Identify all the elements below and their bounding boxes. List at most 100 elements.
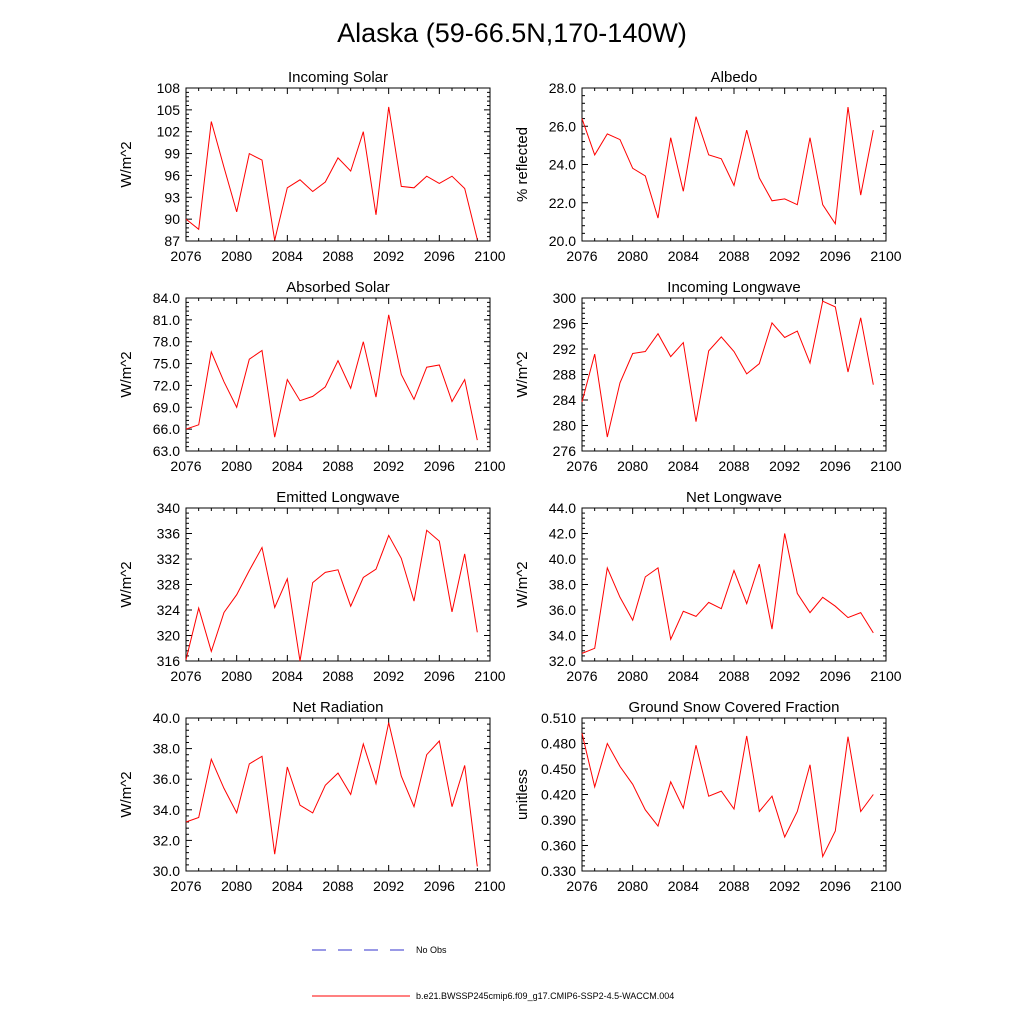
y-tick-label: 0.390 [541,812,576,828]
x-tick-label: 2092 [373,878,404,894]
y-axis-label: W/m^2 [118,771,135,817]
x-tick-label: 2084 [272,668,303,684]
y-tick-label: 34.0 [549,628,576,644]
y-axis-label: W/m^2 [118,141,135,187]
x-tick-label: 2088 [322,248,353,264]
y-tick-label: 328 [157,577,181,593]
y-tick-label: 84.0 [153,290,180,306]
y-tick-label: 78.0 [153,334,180,350]
y-tick-label: 40.0 [549,551,576,567]
x-tick-label: 2096 [424,458,455,474]
legend: No Obs b.e21.BWSSP245cmip6.f09_g17.CMIP6-… [312,945,674,1001]
x-tick-label: 2076 [170,458,201,474]
panel-5: 2076 2080 2084 2088 2092 2096 2100 316 320 324 328… [118,489,506,684]
plot-frame [185,297,491,452]
y-tick-label: 0.360 [541,838,576,854]
panel-1: 2076 2080 2084 2088 2092 2096 2100 87 90 93 96 99 10… [118,69,506,264]
x-tick-label: 2096 [820,458,851,474]
x-tick-label: 2080 [221,458,252,474]
y-tick-label: 108 [157,80,181,96]
y-tick-label: 22.0 [549,195,576,211]
plot-frame [185,507,491,662]
series-line [581,107,874,226]
y-tick-label: 75.0 [153,356,180,372]
plot-frame [581,507,887,662]
x-tick-label: 2096 [820,878,851,894]
series-line [185,314,478,441]
x-tick-label: 2092 [769,878,800,894]
y-axis-label: W/m^2 [514,561,531,607]
x-tick-label: 2080 [617,878,648,894]
y-tick-label: 276 [553,443,577,459]
y-tick-label: 66.0 [153,421,180,437]
panel-7: 2076 2080 2084 2088 2092 2096 2100 30.0 32.0 34.0… [118,699,506,894]
series-line [581,300,874,438]
x-tick-label: 2076 [566,668,597,684]
series-line [185,529,478,662]
panel-4: 2076 2080 2084 2088 2092 2096 2100 276 280 284 288… [514,279,902,474]
x-tick-label: 2100 [870,878,901,894]
x-tick-label: 2088 [718,248,749,264]
x-tick-label: 2084 [668,458,699,474]
y-tick-label: 0.420 [541,787,576,803]
y-tick-label: 0.510 [541,710,576,726]
x-tick-label: 2084 [668,668,699,684]
y-tick-label: 316 [157,653,181,669]
x-tick-label: 2084 [668,248,699,264]
y-tick-label: 340 [157,500,181,516]
x-tick-label: 2080 [617,248,648,264]
y-axis-label: W/m^2 [514,351,531,397]
panel-6: 2076 2080 2084 2088 2092 2096 2100 32.0 34.0 36.0… [514,489,902,684]
y-tick-label: 296 [553,316,577,332]
figure-title: Alaska (59-66.5N,170-140W) [337,18,687,48]
x-tick-label: 2080 [221,878,252,894]
y-tick-label: 40.0 [153,710,180,726]
x-tick-label: 2092 [769,668,800,684]
x-tick-label: 2076 [566,458,597,474]
x-tick-label: 2100 [870,668,901,684]
x-tick-label: 2100 [474,878,505,894]
series-line [581,733,874,859]
y-tick-label: 81.0 [153,312,180,328]
x-tick-label: 2096 [424,248,455,264]
panel-title: Emitted Longwave [276,489,399,506]
legend-label: b.e21.BWSSP245cmip6.f09_g17.CMIP6-SSP2-4… [416,991,674,1001]
x-tick-label: 2100 [870,248,901,264]
x-tick-label: 2084 [272,458,303,474]
y-tick-label: 320 [157,628,181,644]
y-tick-label: 300 [553,290,577,306]
panel-title: Ground Snow Covered Fraction [629,699,840,716]
legend-label: No Obs [416,945,447,955]
x-tick-label: 2096 [424,878,455,894]
panels: 2076 2080 2084 2088 2092 2096 2100 87 90 93 96 99 10… [118,69,902,894]
x-tick-label: 2096 [424,668,455,684]
x-tick-label: 2092 [373,248,404,264]
y-tick-label: 32.0 [549,653,576,669]
x-tick-label: 2076 [566,248,597,264]
x-tick-label: 2084 [668,878,699,894]
y-tick-label: 32.0 [153,832,180,848]
y-tick-label: 336 [157,526,181,542]
plot-frame [581,297,887,452]
y-tick-label: 105 [157,102,181,118]
series-line [185,722,478,867]
panel-title: Net Radiation [293,699,384,716]
y-tick-label: 324 [157,602,181,618]
y-axis-label: W/m^2 [118,351,135,397]
y-axis-label: unitless [514,769,531,820]
x-tick-label: 2088 [718,668,749,684]
y-tick-label: 280 [553,418,577,434]
y-tick-label: 38.0 [549,577,576,593]
panel-title: Incoming Solar [288,69,388,86]
x-tick-label: 2092 [769,248,800,264]
y-axis-label: W/m^2 [118,561,135,607]
x-tick-label: 2080 [221,668,252,684]
panel-title: Incoming Longwave [667,279,800,296]
panel-title: Albedo [711,69,758,86]
y-tick-label: 72.0 [153,377,180,393]
series-line [581,533,874,654]
x-tick-label: 2080 [617,668,648,684]
y-axis-label: % reflected [514,127,531,202]
y-tick-label: 284 [553,392,577,408]
y-tick-label: 63.0 [153,443,180,459]
